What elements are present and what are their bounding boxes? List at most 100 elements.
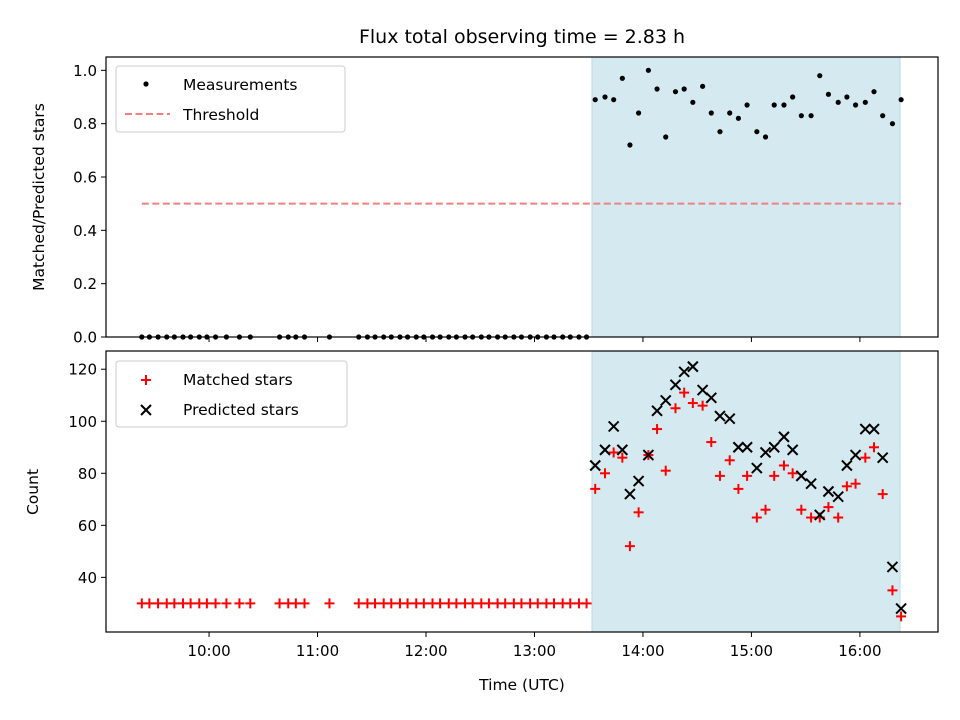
y-tick-label: 80 — [78, 465, 97, 483]
measurement-point — [672, 89, 679, 95]
matched-star-point — [467, 598, 478, 609]
predicted-star-point — [849, 449, 862, 461]
measurement-point — [602, 94, 608, 100]
x-tick-label: 14:00 — [621, 642, 664, 660]
bottom-panel: 40 60 80 100 120 10:00 11:00 12:00 13:00 14:00 15… — [24, 350, 939, 694]
predicted-star-point — [589, 459, 601, 472]
predicted-star-point — [651, 405, 663, 417]
measurement-point — [681, 86, 687, 92]
bottom-y-ticks: 40 60 80 100 120 — [68, 361, 106, 587]
predicted-star-point — [822, 485, 835, 498]
predicted-star-point — [624, 488, 636, 500]
matched-star-point — [590, 483, 601, 494]
legend-predicted-marker — [140, 404, 152, 416]
measurement-point — [880, 113, 886, 119]
matched-star-point — [869, 442, 879, 453]
measurement-point — [700, 83, 706, 89]
matched-star-point — [697, 400, 708, 411]
measurement-point — [619, 75, 625, 81]
matched-star-point — [549, 598, 559, 609]
predicted-star-point — [868, 423, 880, 435]
predicted-star-point — [751, 462, 763, 474]
predicted-star-point — [616, 444, 629, 456]
y-tick-label: 40 — [78, 569, 97, 587]
matched-star-point — [324, 598, 335, 609]
predicted-star-point — [841, 459, 853, 472]
matched-star-point — [860, 452, 871, 463]
measurement-point — [862, 99, 868, 105]
predicted-star-point — [876, 451, 889, 464]
legend-threshold-label: Threshold — [182, 106, 259, 124]
matched-star-point — [435, 598, 446, 609]
matched-star-point — [796, 504, 807, 515]
measurement-point — [771, 102, 777, 108]
predicted-star-point — [599, 444, 611, 456]
y-tick-label: 60 — [78, 517, 97, 535]
matched-star-point — [370, 598, 381, 609]
measurement-point — [708, 110, 714, 116]
matched-star-point — [500, 598, 511, 609]
matched-star-point — [144, 598, 155, 609]
bottom-legend: Matched stars Predicted stars — [115, 360, 348, 428]
matched-star-point — [451, 598, 462, 609]
x-tick-label: 12:00 — [404, 642, 447, 660]
top-legend: Measurements Threshold — [115, 65, 346, 133]
matched-star-point — [806, 512, 817, 523]
top-panel: 0.0 0.2 0.4 0.6 0.8 1.0 Matched/Predicted sta… — [30, 56, 939, 347]
matched-star-point — [833, 512, 844, 523]
predicted-star-point — [832, 490, 844, 503]
bottom-y-axis-label: Count — [24, 469, 42, 515]
measurement-point — [735, 115, 742, 121]
matched-star-point — [274, 598, 285, 609]
predicted-star-point — [778, 431, 790, 443]
predicted-star-point — [642, 449, 655, 461]
matched-star-point — [724, 455, 735, 466]
x-axis-label: Time (UTC) — [478, 676, 565, 694]
matched-star-point — [516, 598, 527, 609]
matched-star-point — [714, 470, 725, 481]
top-shaded-region — [591, 56, 901, 338]
measurement-point — [817, 73, 823, 79]
legend-matched-label: Matched stars — [183, 371, 293, 389]
matched-star-point — [245, 598, 256, 609]
matched-star-point — [823, 502, 834, 513]
x-tick-label: 16:00 — [838, 642, 881, 660]
bottom-axes-frame — [105, 350, 939, 633]
predicted-star-point — [687, 360, 699, 373]
matched-star-point — [234, 598, 245, 609]
y-tick-label: 0.0 — [73, 329, 97, 347]
x-tick-label: 15:00 — [730, 642, 773, 660]
predicted-star-point — [741, 441, 753, 453]
predicted-star-point — [786, 444, 799, 456]
top-axes-frame — [105, 56, 939, 338]
matched-star-point — [581, 598, 592, 609]
measurement-point — [645, 67, 651, 73]
predicted-star-point — [632, 475, 645, 487]
measurement-point — [889, 121, 896, 127]
matched-star-point — [483, 598, 494, 609]
bottom-x-ticks: 10:00 11:00 12:00 13:00 14:00 15:00 16:00 — [187, 632, 882, 660]
matched-star-point — [733, 483, 744, 494]
matched-star-point — [633, 507, 644, 518]
top-y-ticks: 0.0 0.2 0.4 0.6 0.8 1.0 — [73, 62, 106, 347]
y-tick-label: 0.8 — [73, 115, 97, 133]
matched-star-point — [760, 504, 771, 515]
measurement-point — [690, 99, 696, 105]
matched-star-point — [751, 512, 762, 523]
measurement-point — [744, 102, 750, 108]
measurement-point — [627, 142, 633, 148]
matched-star-point — [769, 470, 780, 481]
measurement-point — [663, 134, 669, 140]
matched-star-point — [706, 437, 717, 448]
predicted-star-point — [732, 441, 745, 453]
measurement-point — [727, 110, 733, 116]
y-tick-label: 1.0 — [73, 62, 97, 80]
measurement-point — [781, 102, 787, 108]
bottom-plot-area — [136, 360, 907, 622]
matched-star-point — [290, 598, 301, 609]
predicted-star-point — [805, 477, 817, 490]
x-tick-label: 10:00 — [187, 642, 230, 660]
measurement-point — [636, 110, 642, 116]
predicted-star-point — [714, 410, 726, 422]
